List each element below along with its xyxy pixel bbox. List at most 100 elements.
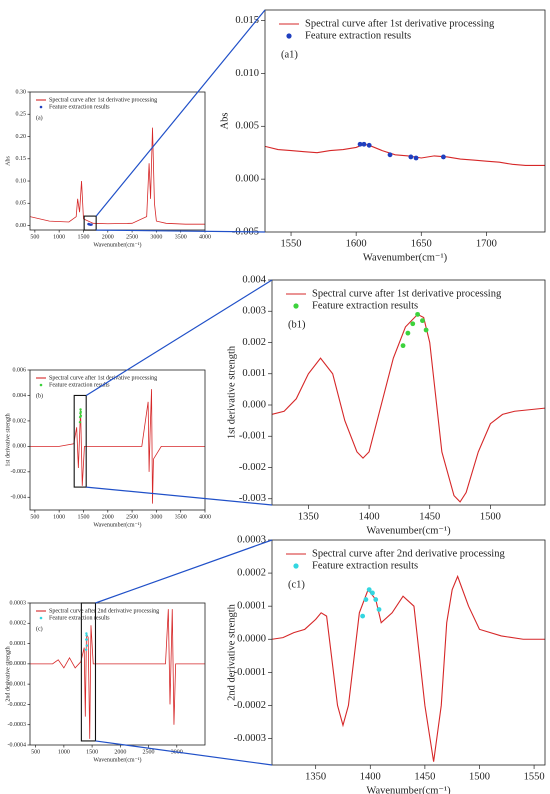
x-tick-label: 1000 xyxy=(53,514,65,520)
x-tick-label: 3500 xyxy=(175,234,187,240)
y-tick-label: -0.0002 xyxy=(234,700,266,711)
y-tick-label: 0.015 xyxy=(235,15,259,26)
spectral-curve xyxy=(30,389,205,504)
spectral-curve xyxy=(30,127,205,225)
y-tick-label: 0.000 xyxy=(242,399,266,410)
x-tick-label: 4000 xyxy=(199,514,211,520)
feature-point xyxy=(400,343,406,349)
x-tick-label: 2500 xyxy=(143,749,155,755)
feature-point xyxy=(441,154,446,160)
plot-area xyxy=(265,141,545,166)
feature-point xyxy=(387,152,393,158)
zoom-connector xyxy=(85,279,273,396)
x-axis-label: Wavenumber(cm⁻¹) xyxy=(363,252,448,263)
y-tick-label: 0.004 xyxy=(242,274,266,285)
zoom-connector xyxy=(95,740,273,766)
feature-point xyxy=(90,223,93,226)
y-tick-label: 0.001 xyxy=(242,368,266,379)
y-tick-label: -0.0003 xyxy=(8,722,27,728)
legend-label: Spectral curve after 1st derivative proc… xyxy=(49,374,157,381)
y-tick-label: -0.0001 xyxy=(8,682,27,688)
x-tick-label: 2000 xyxy=(114,749,126,755)
x-tick-label: 1700 xyxy=(476,238,497,249)
feature-point xyxy=(373,597,379,602)
zoom-box xyxy=(80,602,97,742)
panel-label: (c) xyxy=(36,625,43,632)
y-tick-label: 0.0001 xyxy=(237,601,266,612)
feature-point xyxy=(423,327,429,333)
x-axis-label: Wavenumber(cm⁻¹) xyxy=(93,241,141,248)
legend-swatch xyxy=(293,303,299,309)
y-tick-label: 0.005 xyxy=(235,121,259,132)
feature-point xyxy=(408,154,414,160)
y-tick-label: -0.003 xyxy=(239,493,266,504)
feature-point xyxy=(366,587,372,593)
x-tick-label: 2500 xyxy=(126,234,138,240)
y-axis-label: Abs xyxy=(5,156,11,166)
legend-swatch xyxy=(286,33,292,39)
feature-point xyxy=(79,410,82,414)
feature-point xyxy=(78,420,82,424)
x-tick-label: 1400 xyxy=(359,511,380,522)
legend-swatch xyxy=(39,105,43,109)
spectral-curve xyxy=(30,609,205,739)
x-tick-label: 1000 xyxy=(58,749,70,755)
x-tick-label: 3500 xyxy=(175,514,187,520)
y-tick-label: 0.010 xyxy=(235,68,259,79)
y-tick-label: -0.0003 xyxy=(234,733,266,744)
legend-label: Feature extraction results xyxy=(49,104,110,110)
feature-point xyxy=(410,321,416,327)
legend-label: Feature extraction results xyxy=(49,615,110,621)
spectral-curve xyxy=(272,313,545,503)
legend-label: Feature extraction results xyxy=(312,300,418,311)
plot-frame xyxy=(29,369,206,511)
y-tick-label: 0.0003 xyxy=(10,600,27,606)
panel-label: (b1) xyxy=(288,319,306,330)
x-tick-label: 1500 xyxy=(77,514,89,520)
feature-point xyxy=(361,141,367,147)
y-tick-label: 0.000 xyxy=(13,444,27,450)
feature-point xyxy=(405,330,411,336)
y-tick-label: 0.006 xyxy=(13,367,27,373)
plot-area xyxy=(272,311,545,503)
y-tick-label: 0.00 xyxy=(16,223,27,229)
x-tick-label: 1500 xyxy=(86,749,98,755)
y-tick-label: 0.10 xyxy=(16,178,27,184)
feature-point xyxy=(85,634,88,637)
y-tick-label: 0.003 xyxy=(242,306,266,317)
panel-label: (a1) xyxy=(281,49,298,60)
legend-label: Feature extraction results xyxy=(49,382,110,388)
panel-label: (c1) xyxy=(288,579,305,590)
zoom-connector xyxy=(95,539,273,604)
y-tick-label: 0.25 xyxy=(16,112,27,118)
y-tick-label: 0.0001 xyxy=(10,641,27,647)
y-tick-label: 0.0000 xyxy=(10,661,27,667)
y-tick-label: -0.0002 xyxy=(8,702,27,708)
feature-point xyxy=(85,644,89,647)
legend-label: Spectral curve after 1st derivative proc… xyxy=(49,96,157,103)
y-tick-label: 0.0002 xyxy=(237,567,266,578)
x-tick-label: 1650 xyxy=(411,238,432,249)
chart-panel: 50010001500200025003000-0.0004-0.0003-0.… xyxy=(5,600,206,763)
x-tick-label: 1600 xyxy=(346,238,367,249)
plot-frame xyxy=(271,539,546,766)
x-tick-label: 1500 xyxy=(469,771,490,782)
zoom-box xyxy=(83,215,97,231)
x-axis-label: Wavenumber(cm⁻¹) xyxy=(93,521,141,528)
zoom-connector xyxy=(86,486,273,506)
x-tick-label: 1450 xyxy=(419,511,440,522)
legend-label: Spectral curve after 2nd derivative proc… xyxy=(312,548,505,559)
x-tick-label: 3000 xyxy=(150,514,162,520)
feature-point xyxy=(420,318,425,324)
feature-point xyxy=(79,414,83,418)
x-tick-label: 4000 xyxy=(199,234,211,240)
feature-point xyxy=(413,155,419,161)
feature-point xyxy=(360,613,366,619)
panel-label: (a) xyxy=(36,114,43,121)
plot-area xyxy=(30,389,205,504)
x-axis-label: Wavenumber(cm⁻¹) xyxy=(366,785,451,794)
y-tick-label: -0.004 xyxy=(11,495,27,501)
y-axis-label: 1st derivative strength xyxy=(5,413,11,466)
feature-point xyxy=(363,597,369,602)
